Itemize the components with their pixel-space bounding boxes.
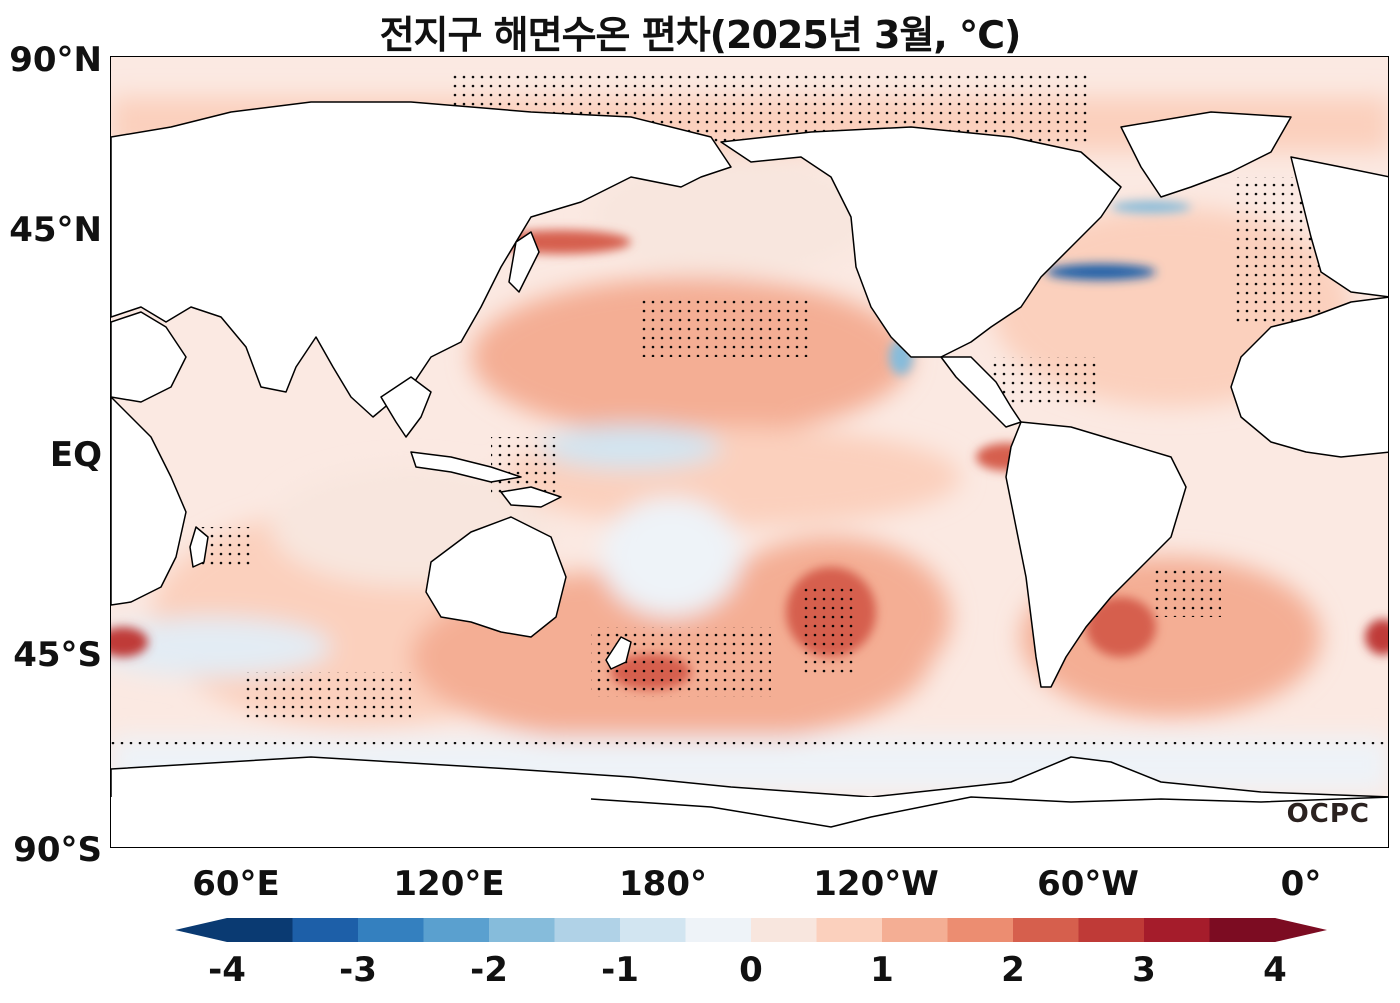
- africa-land: [1230, 296, 1388, 458]
- sst-anomaly-map: OCPC: [110, 56, 1389, 848]
- colorbar-tick-label: 3: [1132, 950, 1156, 990]
- colorbar-cell: [358, 918, 424, 942]
- colorbar: [175, 918, 1327, 942]
- map-title: 전지구 해면수온 편차(2025년 3월, ℃): [379, 13, 1022, 57]
- north-america-land: [720, 126, 1122, 358]
- colorbar-cell: [227, 918, 293, 942]
- australia-land: [425, 516, 567, 638]
- lon-label-180: 180°: [619, 864, 707, 904]
- lat-label-90s: 90°S: [13, 830, 102, 870]
- japan-land: [508, 231, 540, 293]
- colorbar-tick-label: 2: [1001, 950, 1025, 990]
- colorbar-cell: [1013, 918, 1079, 942]
- lon-label-120e: 120°E: [393, 864, 505, 904]
- colorbar-cell: [816, 918, 883, 942]
- lat-label-45n: 45°N: [9, 210, 102, 250]
- indonesia-land: [410, 451, 522, 483]
- no-data-mask: [111, 797, 1388, 847]
- new-zealand-land: [605, 636, 632, 670]
- antarctic-coastline: [590, 796, 1388, 828]
- eurasia-land: [111, 101, 732, 418]
- colorbar-cell: [292, 918, 359, 942]
- lon-label-120w: 120°W: [813, 864, 939, 904]
- colorbar-cell: [882, 918, 948, 942]
- arabia-land: [111, 311, 187, 403]
- colorbar-cell: [947, 918, 1014, 942]
- colorbar-cell: [489, 918, 555, 942]
- map-canvas: [111, 72, 1388, 847]
- indochina-land: [380, 376, 432, 438]
- africa-east-land: [111, 396, 187, 606]
- colorbar-tick-label: -1: [601, 950, 639, 990]
- lon-label-60w: 60°W: [1037, 864, 1139, 904]
- colorbar-cell: [620, 918, 686, 942]
- new-guinea-land: [500, 486, 562, 508]
- lat-label-eq: EQ: [49, 435, 102, 475]
- colorbar-extend-min: [175, 918, 227, 942]
- ocpc-logo: OCPC: [1286, 799, 1370, 829]
- lat-label-45s: 45°S: [13, 635, 102, 675]
- greenland-land: [1120, 111, 1292, 198]
- colorbar-tick-label: -2: [470, 950, 508, 990]
- europe-land: [1290, 156, 1388, 298]
- colorbar-cell: [1209, 918, 1276, 942]
- colorbar-cell: [423, 918, 490, 942]
- madagascar-land: [189, 526, 209, 568]
- south-america-land: [1005, 421, 1187, 688]
- colorbar-cell: [751, 918, 817, 942]
- lon-label-0: 0°: [1280, 864, 1322, 904]
- colorbar-tick-label: 4: [1263, 950, 1287, 990]
- colorbar-tick-label: -3: [339, 950, 377, 990]
- lon-label-60e: 60°E: [192, 864, 280, 904]
- colorbar-cell: [1144, 918, 1210, 942]
- colorbar-tick-label: 1: [870, 950, 894, 990]
- colorbar-cell: [554, 918, 621, 942]
- colorbar-cell: [685, 918, 752, 942]
- colorbar-tick-label: 0: [739, 950, 763, 990]
- colorbar-tick-label: -4: [208, 950, 246, 990]
- colorbar-extend-max: [1275, 918, 1327, 942]
- lat-label-90n: 90°N: [9, 40, 102, 80]
- colorbar-cells: [175, 918, 1327, 942]
- colorbar-cell: [1078, 918, 1145, 942]
